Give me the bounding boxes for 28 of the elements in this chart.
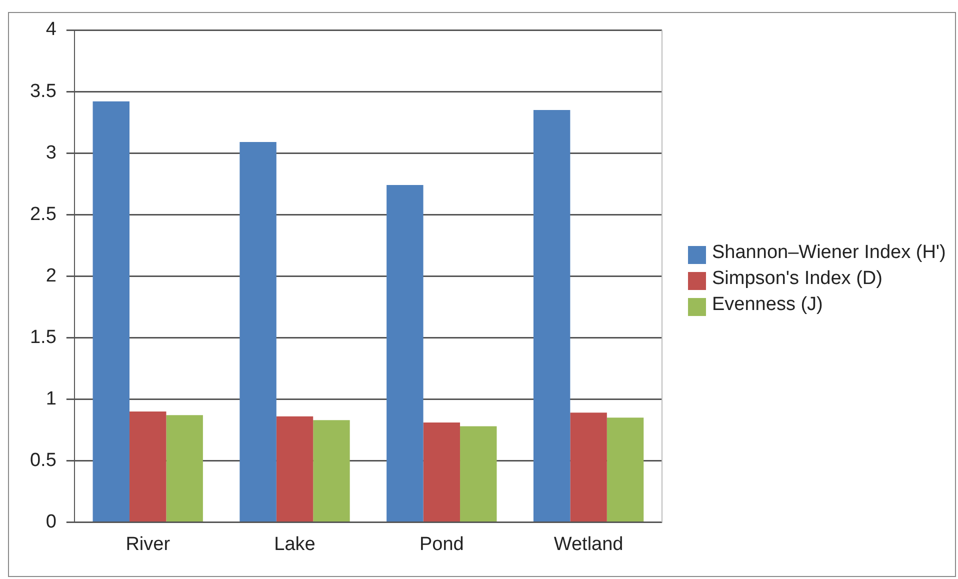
y-tick-label: 2.5 (30, 204, 56, 225)
x-tick-label: Lake (274, 534, 316, 555)
bar (92, 101, 130, 522)
x-tick-label: Wetland (554, 534, 624, 555)
y-tick-label: 0 (46, 511, 56, 532)
bar (460, 426, 497, 522)
y-tick-label: 0.5 (30, 450, 56, 471)
bar (313, 420, 350, 522)
legend-label: Simpson's Index (D) (712, 268, 882, 290)
bar (240, 142, 276, 522)
y-tick-label: 1 (46, 388, 56, 410)
x-tick-label: River (126, 534, 171, 555)
y-tick-label: 1.5 (30, 326, 56, 348)
legend-label: Shannon–Wiener Index (H') (712, 242, 946, 264)
bar (130, 411, 166, 522)
bar (276, 416, 314, 522)
bar (166, 415, 203, 522)
legend-label: Evenness (J) (712, 294, 823, 316)
bar (533, 110, 570, 522)
bar (570, 412, 607, 522)
y-tick-label: 3.5 (30, 80, 56, 102)
y-tick-label: 2 (46, 265, 56, 286)
x-tick-label: Pond (419, 534, 464, 555)
bar (386, 185, 424, 522)
bar (606, 418, 644, 522)
y-tick-label: 3 (46, 142, 56, 164)
bar (423, 422, 460, 522)
y-tick-label: 4 (46, 19, 57, 40)
